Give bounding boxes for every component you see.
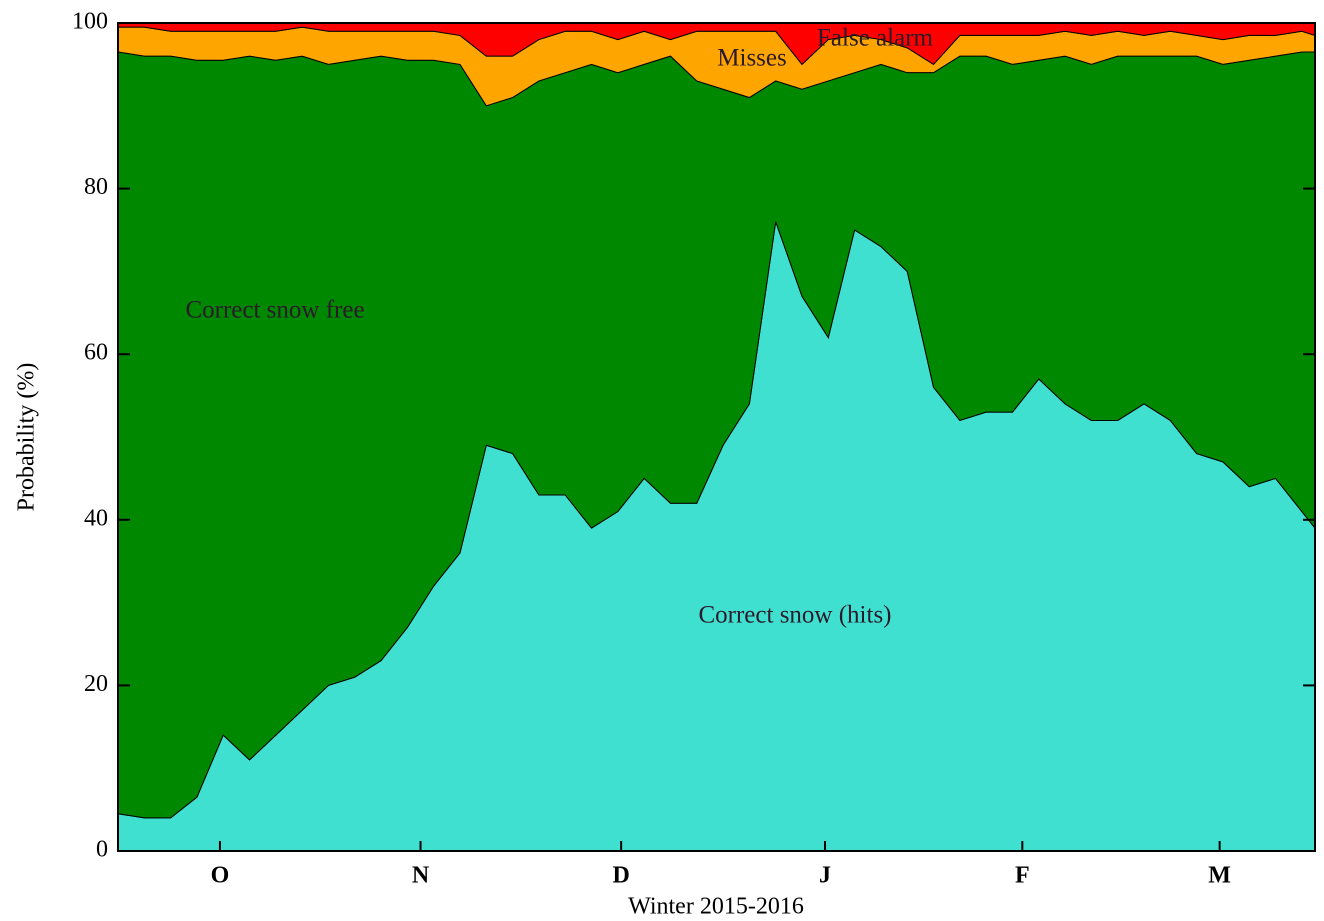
series-label: Correct snow (hits) xyxy=(698,602,891,629)
x-tick-label: O xyxy=(211,863,230,889)
y-tick-label: 20 xyxy=(84,671,108,697)
y-tick-label: 40 xyxy=(84,505,108,531)
x-tick-label: F xyxy=(1015,863,1030,889)
series-label: Misses xyxy=(717,45,786,72)
series-label: False alarm xyxy=(817,25,933,52)
x-tick-label: N xyxy=(412,863,430,889)
x-tick-label: J xyxy=(819,863,831,889)
series-label: Correct snow free xyxy=(185,297,364,324)
y-tick-label: 0 xyxy=(96,837,108,863)
x-tick-label: D xyxy=(612,863,629,889)
x-tick-label: M xyxy=(1208,863,1231,889)
y-axis-title: Probability (%) xyxy=(14,363,40,512)
y-tick-label: 60 xyxy=(84,340,108,366)
y-tick-label: 100 xyxy=(72,9,108,35)
x-axis-title: Winter 2015-2016 xyxy=(628,894,804,920)
y-tick-label: 80 xyxy=(84,174,108,200)
plot-frame xyxy=(117,22,1316,852)
